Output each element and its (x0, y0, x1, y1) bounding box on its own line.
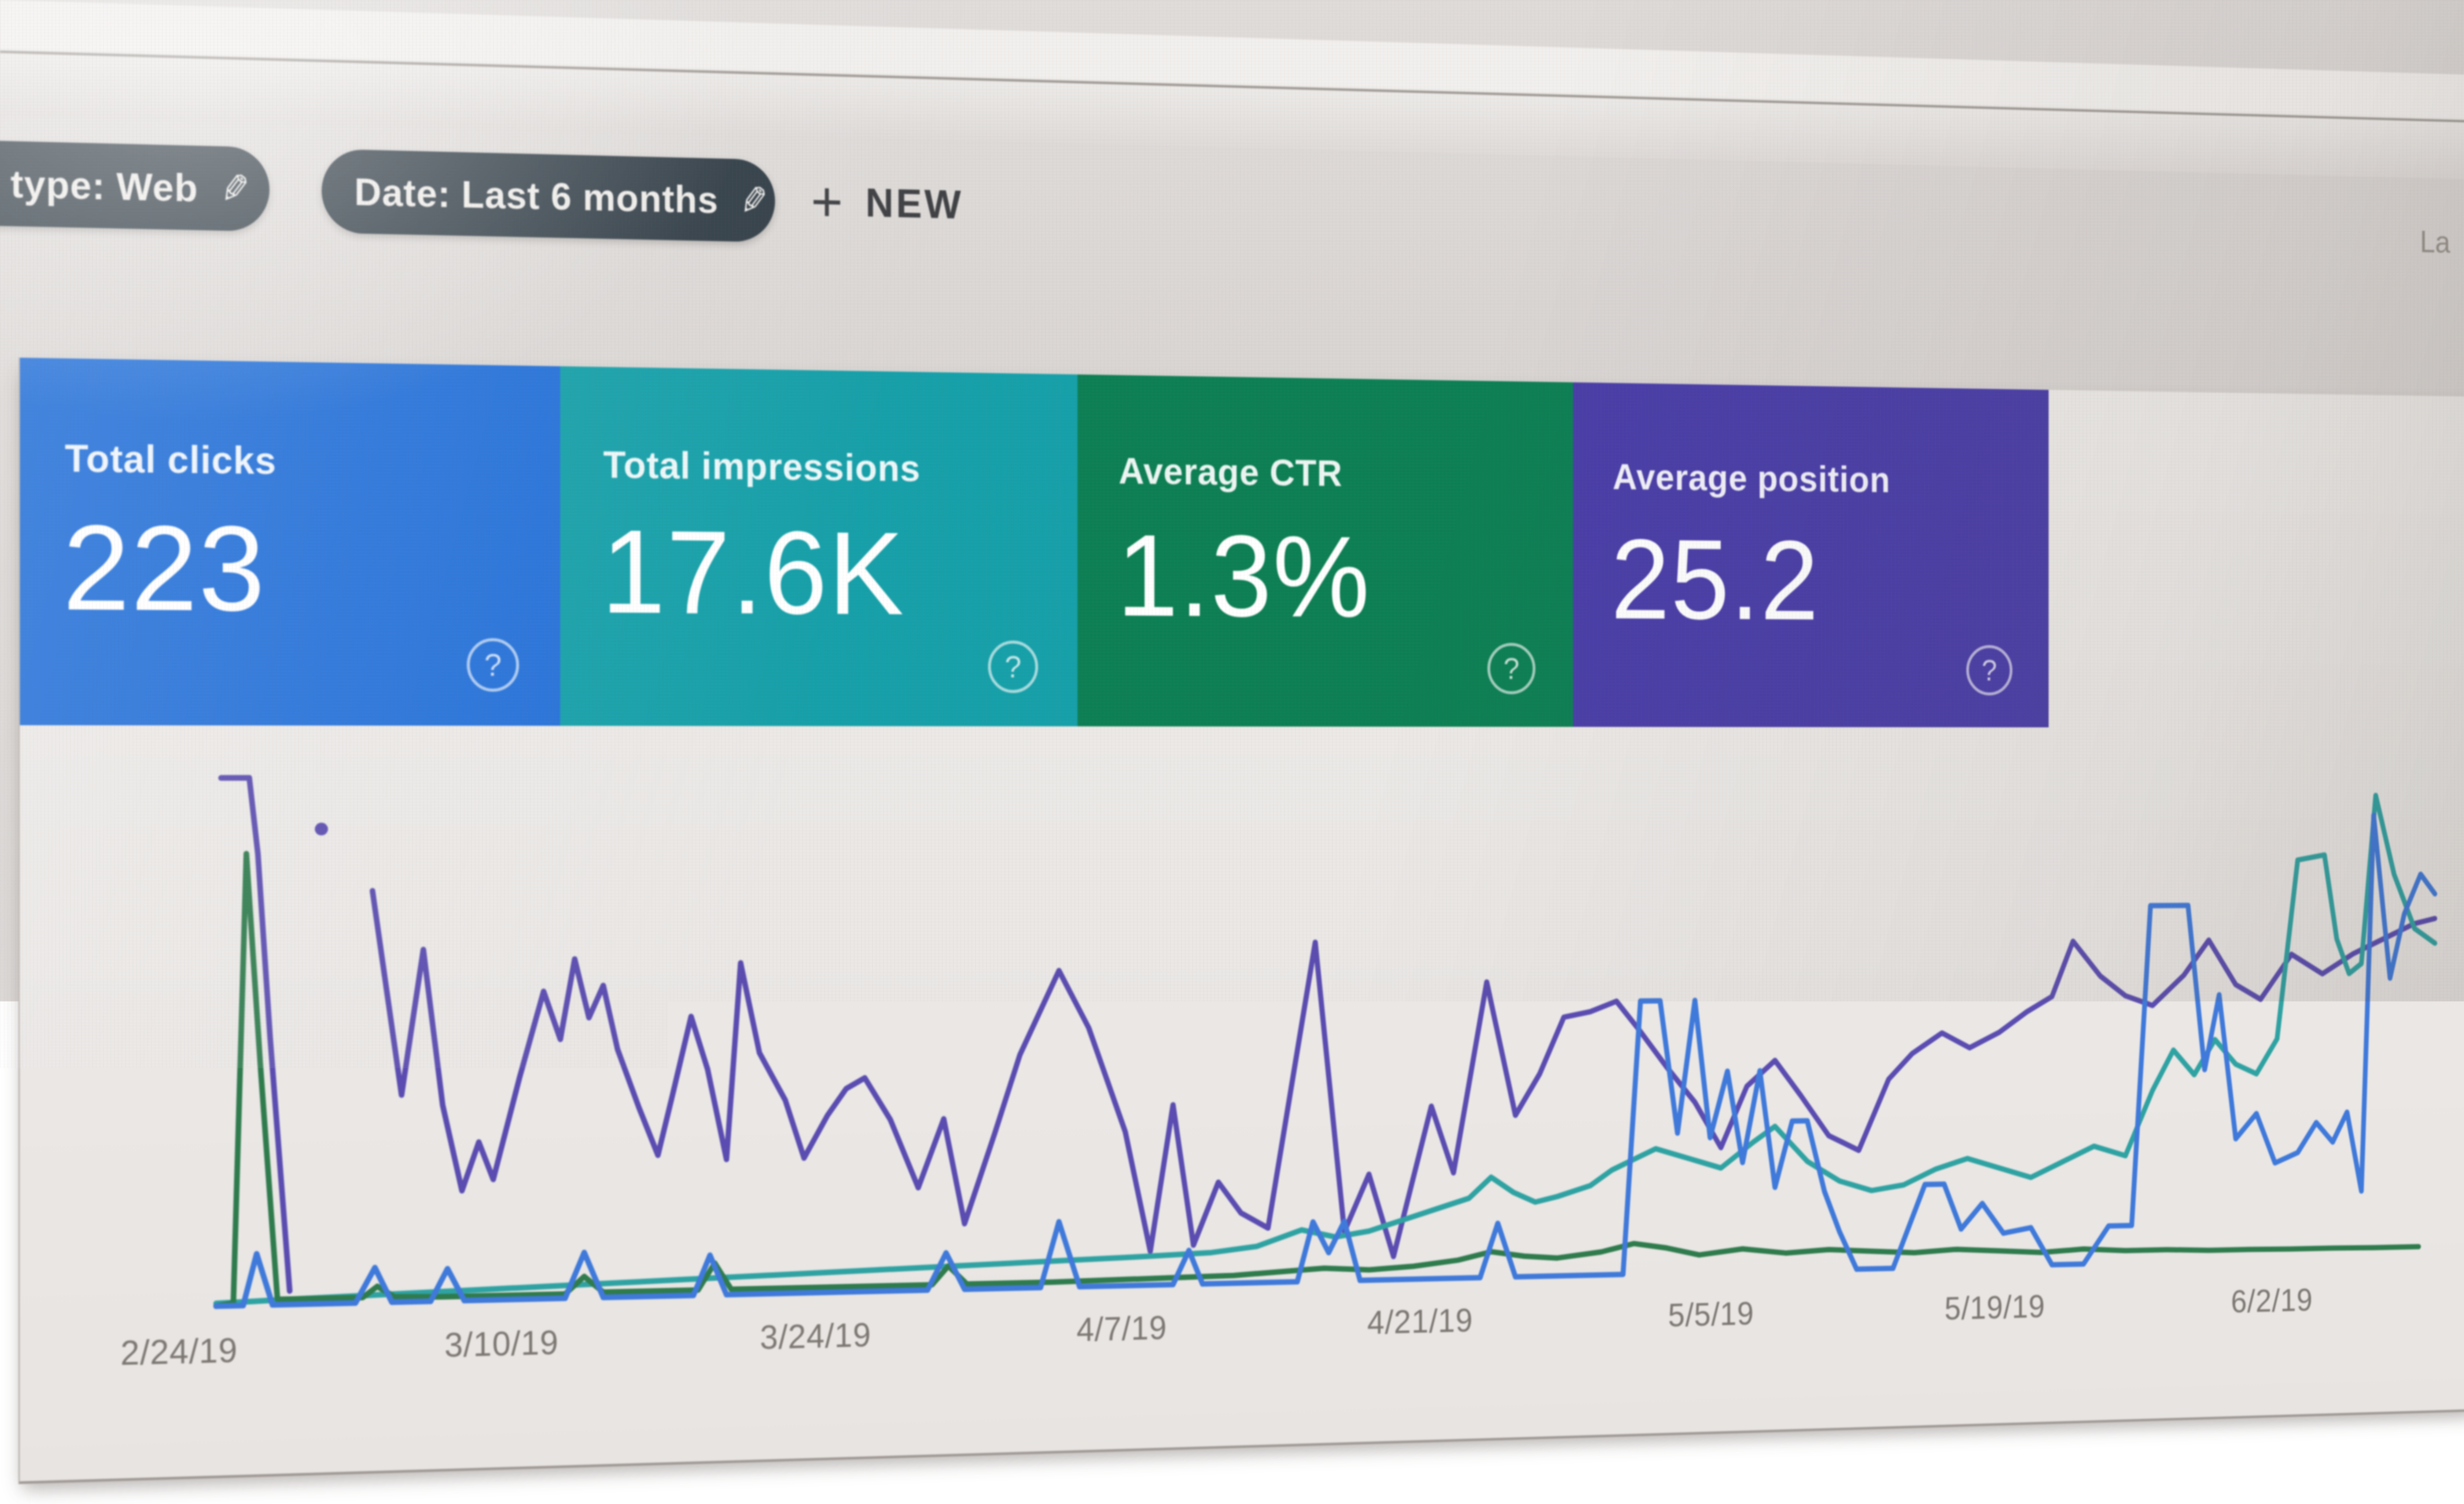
performance-line-chart[interactable] (197, 766, 2435, 1309)
search-console-performance-photo: { "toolbar": { "type_chip_label": "type:… (0, 0, 2464, 1503)
metric-label: Average CTR (1118, 449, 1342, 495)
metric-value: 17.6K (601, 509, 905, 635)
metric-value: 25.2 (1611, 520, 1820, 641)
metric-label: Average position (1613, 456, 1890, 500)
help-icon[interactable]: ? (467, 638, 519, 692)
x-tick-label: 3/10/19 (444, 1323, 558, 1365)
metric-label: Total clicks (65, 436, 276, 483)
total-impressions-card[interactable]: Total impressions 17.6K ? (560, 366, 1077, 726)
metric-value: 223 (63, 504, 266, 633)
help-icon[interactable]: ? (1487, 643, 1535, 694)
x-tick-label: 4/7/19 (1076, 1309, 1167, 1349)
plus-icon: + (811, 173, 843, 231)
average-position-line-point (315, 823, 328, 836)
x-tick-label: 5/19/19 (1945, 1287, 2046, 1327)
performance-report-panel: Total clicks 223 ? Total impressions 17.… (18, 358, 2464, 1484)
date-range-chip-label: Date: Last 6 months (354, 170, 718, 222)
average-position-card[interactable]: Average position 25.2 ? (1573, 383, 2049, 728)
x-tick-label: 6/2/19 (2231, 1281, 2313, 1320)
search-type-chip-label: type: Web (11, 161, 198, 210)
last-updated-fragment: La (2420, 224, 2450, 260)
help-icon[interactable]: ? (1966, 645, 2013, 695)
chart-canvas (197, 766, 2435, 1309)
screen-content: type: Web ✎ Date: Last 6 months ✎ + NEW … (0, 0, 2464, 1503)
metric-value: 1.3% (1117, 514, 1371, 638)
new-button-label: NEW (865, 179, 963, 228)
help-icon[interactable]: ? (988, 641, 1038, 693)
average-ctr-card[interactable]: Average CTR 1.3% ? (1077, 375, 1573, 727)
secondary-green-line (216, 844, 2418, 1306)
x-tick-label: 4/21/19 (1367, 1301, 1473, 1342)
edit-pencil-icon[interactable]: ✎ (736, 178, 772, 224)
x-tick-label: 3/24/19 (760, 1315, 871, 1357)
x-tick-label: 5/5/19 (1668, 1294, 1754, 1334)
metric-label: Total impressions (603, 443, 921, 490)
x-tick-label: 2/24/19 (120, 1330, 238, 1373)
search-type-filter-chip[interactable]: type: Web ✎ (0, 140, 270, 232)
summary-cards-row: Total clicks 223 ? Total impressions 17.… (20, 358, 2049, 728)
new-filter-button[interactable]: + NEW (811, 173, 963, 233)
date-range-filter-chip[interactable]: Date: Last 6 months ✎ (322, 149, 775, 242)
average-position-line (221, 778, 290, 1292)
edit-pencil-icon[interactable]: ✎ (217, 165, 254, 212)
total-clicks-card[interactable]: Total clicks 223 ? (20, 358, 560, 726)
